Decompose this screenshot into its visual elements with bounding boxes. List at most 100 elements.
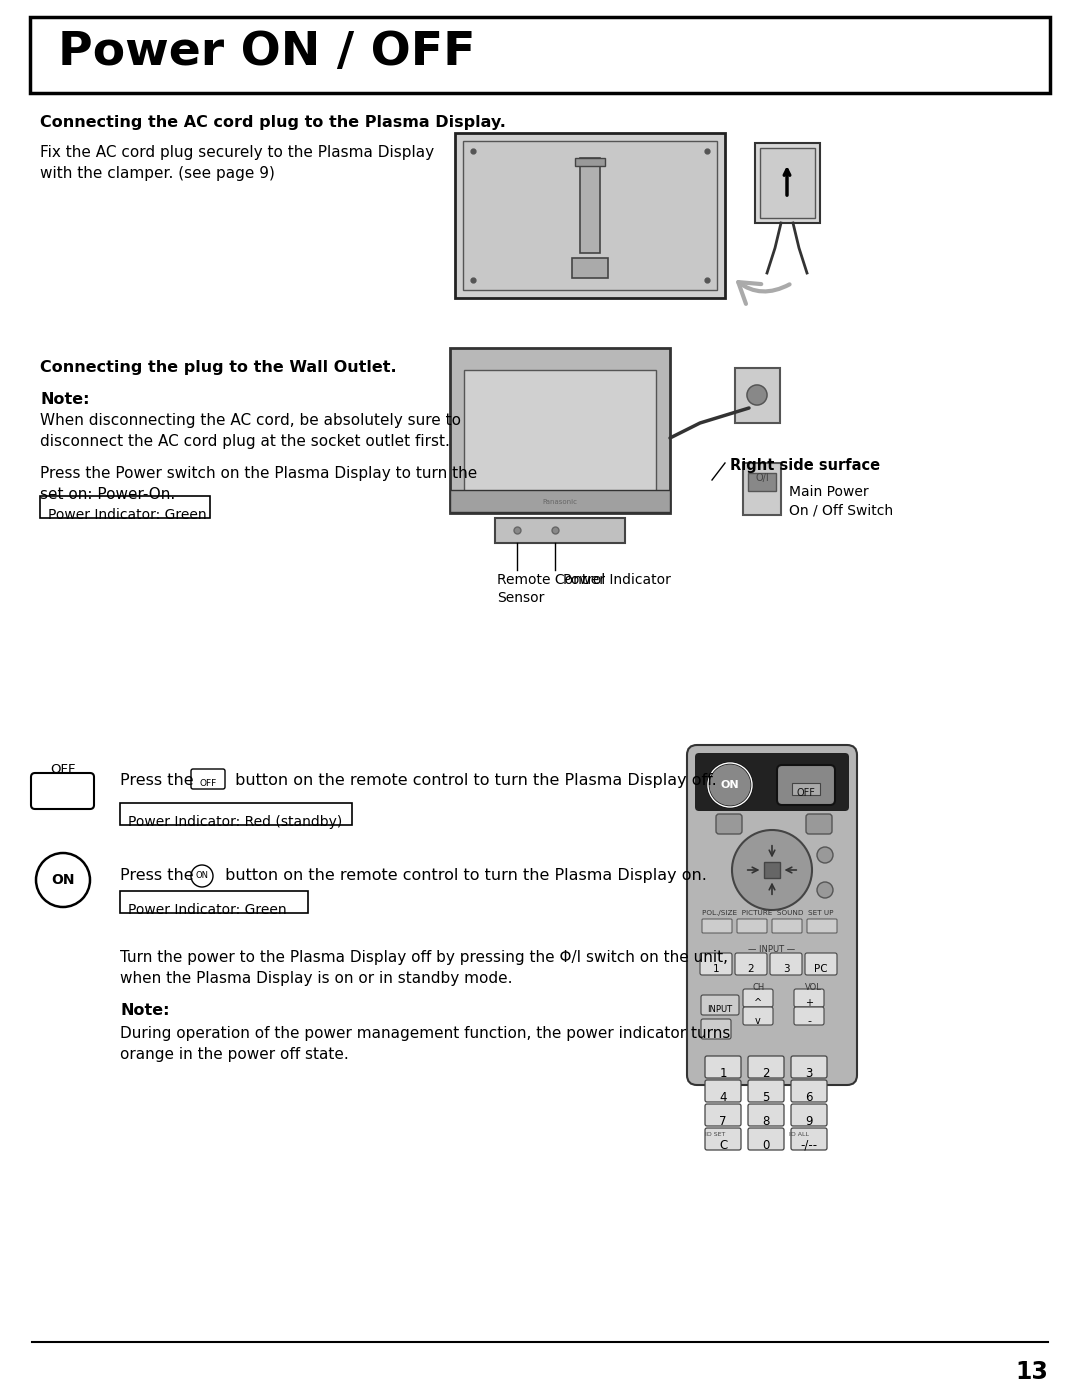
Bar xyxy=(463,141,717,291)
Text: -/--: -/-- xyxy=(800,1139,818,1153)
Text: +: + xyxy=(805,997,813,1009)
Text: Press the: Press the xyxy=(120,868,199,883)
Text: Power Indicator: Red (standby): Power Indicator: Red (standby) xyxy=(129,814,342,828)
FancyBboxPatch shape xyxy=(716,814,742,834)
Bar xyxy=(30,17,1050,94)
Text: C: C xyxy=(719,1139,727,1153)
Text: 1: 1 xyxy=(713,964,719,974)
Ellipse shape xyxy=(732,830,812,909)
FancyBboxPatch shape xyxy=(805,953,837,975)
Text: 0: 0 xyxy=(762,1139,770,1153)
FancyBboxPatch shape xyxy=(748,1127,784,1150)
Bar xyxy=(755,142,820,224)
Bar xyxy=(735,367,780,423)
Text: button on the remote control to turn the Plasma Display off.: button on the remote control to turn the… xyxy=(230,773,717,788)
Text: 3: 3 xyxy=(806,1067,812,1080)
Text: Note:: Note: xyxy=(120,1003,170,1018)
Bar xyxy=(743,462,781,515)
Bar xyxy=(120,891,308,914)
FancyBboxPatch shape xyxy=(705,1056,741,1078)
Text: 6: 6 xyxy=(806,1091,813,1104)
Text: ^: ^ xyxy=(754,997,762,1009)
Text: POL./SIZE  PICTURE  SOUND  SET UP: POL./SIZE PICTURE SOUND SET UP xyxy=(702,909,834,916)
FancyBboxPatch shape xyxy=(806,814,832,834)
Text: 5: 5 xyxy=(762,1091,770,1104)
Circle shape xyxy=(816,847,833,863)
FancyBboxPatch shape xyxy=(772,919,802,933)
Text: -: - xyxy=(807,1016,811,1025)
Text: ID SET: ID SET xyxy=(705,1132,725,1137)
Text: Power Indicator: Green: Power Indicator: Green xyxy=(48,509,206,522)
Text: 1: 1 xyxy=(719,1067,727,1080)
Text: button on the remote control to turn the Plasma Display on.: button on the remote control to turn the… xyxy=(220,868,707,883)
Circle shape xyxy=(708,763,752,807)
Text: O/I: O/I xyxy=(755,474,769,483)
Text: 13: 13 xyxy=(1015,1361,1048,1384)
FancyBboxPatch shape xyxy=(770,953,802,975)
Text: 8: 8 xyxy=(762,1115,770,1127)
Text: VOL: VOL xyxy=(805,983,822,992)
FancyBboxPatch shape xyxy=(705,1080,741,1102)
FancyBboxPatch shape xyxy=(748,1104,784,1126)
FancyBboxPatch shape xyxy=(794,989,824,1007)
Bar xyxy=(495,518,625,543)
FancyBboxPatch shape xyxy=(687,745,858,1085)
FancyBboxPatch shape xyxy=(191,768,225,789)
FancyBboxPatch shape xyxy=(743,1007,773,1025)
Bar xyxy=(580,158,600,253)
Circle shape xyxy=(816,882,833,898)
Text: Connecting the plug to the Wall Outlet.: Connecting the plug to the Wall Outlet. xyxy=(40,360,396,374)
Text: INPUT: INPUT xyxy=(707,1004,732,1014)
Text: ON: ON xyxy=(51,873,75,887)
FancyArrowPatch shape xyxy=(739,282,789,305)
Bar xyxy=(760,148,815,218)
Bar xyxy=(572,258,608,278)
FancyBboxPatch shape xyxy=(705,1127,741,1150)
FancyBboxPatch shape xyxy=(807,919,837,933)
FancyBboxPatch shape xyxy=(31,773,94,809)
Bar xyxy=(575,158,605,166)
Text: Power Indicator: Power Indicator xyxy=(563,573,671,587)
Bar xyxy=(450,490,670,511)
FancyBboxPatch shape xyxy=(700,953,732,975)
Text: Power ON / OFF: Power ON / OFF xyxy=(58,29,475,75)
Text: When disconnecting the AC cord, be absolutely sure to
disconnect the AC cord plu: When disconnecting the AC cord, be absol… xyxy=(40,414,461,448)
Text: CH: CH xyxy=(753,983,765,992)
FancyBboxPatch shape xyxy=(696,753,849,812)
Text: Note:: Note: xyxy=(40,393,90,407)
Text: Power Indicator: Green: Power Indicator: Green xyxy=(129,902,286,916)
Bar xyxy=(464,370,656,499)
Text: Connecting the AC cord plug to the Plasma Display.: Connecting the AC cord plug to the Plasm… xyxy=(40,115,505,130)
Circle shape xyxy=(747,386,767,405)
Text: 2: 2 xyxy=(762,1067,770,1080)
Bar xyxy=(120,803,352,826)
Text: ID ALL: ID ALL xyxy=(789,1132,809,1137)
FancyBboxPatch shape xyxy=(735,953,767,975)
FancyBboxPatch shape xyxy=(748,1080,784,1102)
FancyBboxPatch shape xyxy=(791,1056,827,1078)
Text: Turn the power to the Plasma Display off by pressing the Φ/I switch on the unit,: Turn the power to the Plasma Display off… xyxy=(120,950,728,986)
Text: ON: ON xyxy=(720,780,740,789)
Text: Right side surface: Right side surface xyxy=(730,458,880,474)
Text: 2: 2 xyxy=(747,964,754,974)
FancyBboxPatch shape xyxy=(748,1056,784,1078)
Text: 4: 4 xyxy=(719,1091,727,1104)
Text: Fix the AC cord plug securely to the Plasma Display
with the clamper. (see page : Fix the AC cord plug securely to the Pla… xyxy=(40,145,434,182)
FancyBboxPatch shape xyxy=(777,766,835,805)
FancyBboxPatch shape xyxy=(701,1018,731,1039)
Text: Press the Power switch on the Plasma Display to turn the
set on: Power-On.: Press the Power switch on the Plasma Dis… xyxy=(40,467,477,502)
FancyBboxPatch shape xyxy=(705,1104,741,1126)
FancyBboxPatch shape xyxy=(737,919,767,933)
Text: Main Power
On / Off Switch: Main Power On / Off Switch xyxy=(789,485,893,517)
Text: OFF: OFF xyxy=(200,780,217,788)
Text: OFF: OFF xyxy=(51,763,76,775)
Text: 3: 3 xyxy=(783,964,789,974)
Text: Panasonic: Panasonic xyxy=(542,499,578,504)
FancyBboxPatch shape xyxy=(743,989,773,1007)
Text: — INPUT —: — INPUT — xyxy=(748,944,796,954)
FancyBboxPatch shape xyxy=(791,1104,827,1126)
Text: v: v xyxy=(755,1016,761,1025)
FancyBboxPatch shape xyxy=(794,1007,824,1025)
Text: PC: PC xyxy=(814,964,827,974)
FancyBboxPatch shape xyxy=(791,1127,827,1150)
